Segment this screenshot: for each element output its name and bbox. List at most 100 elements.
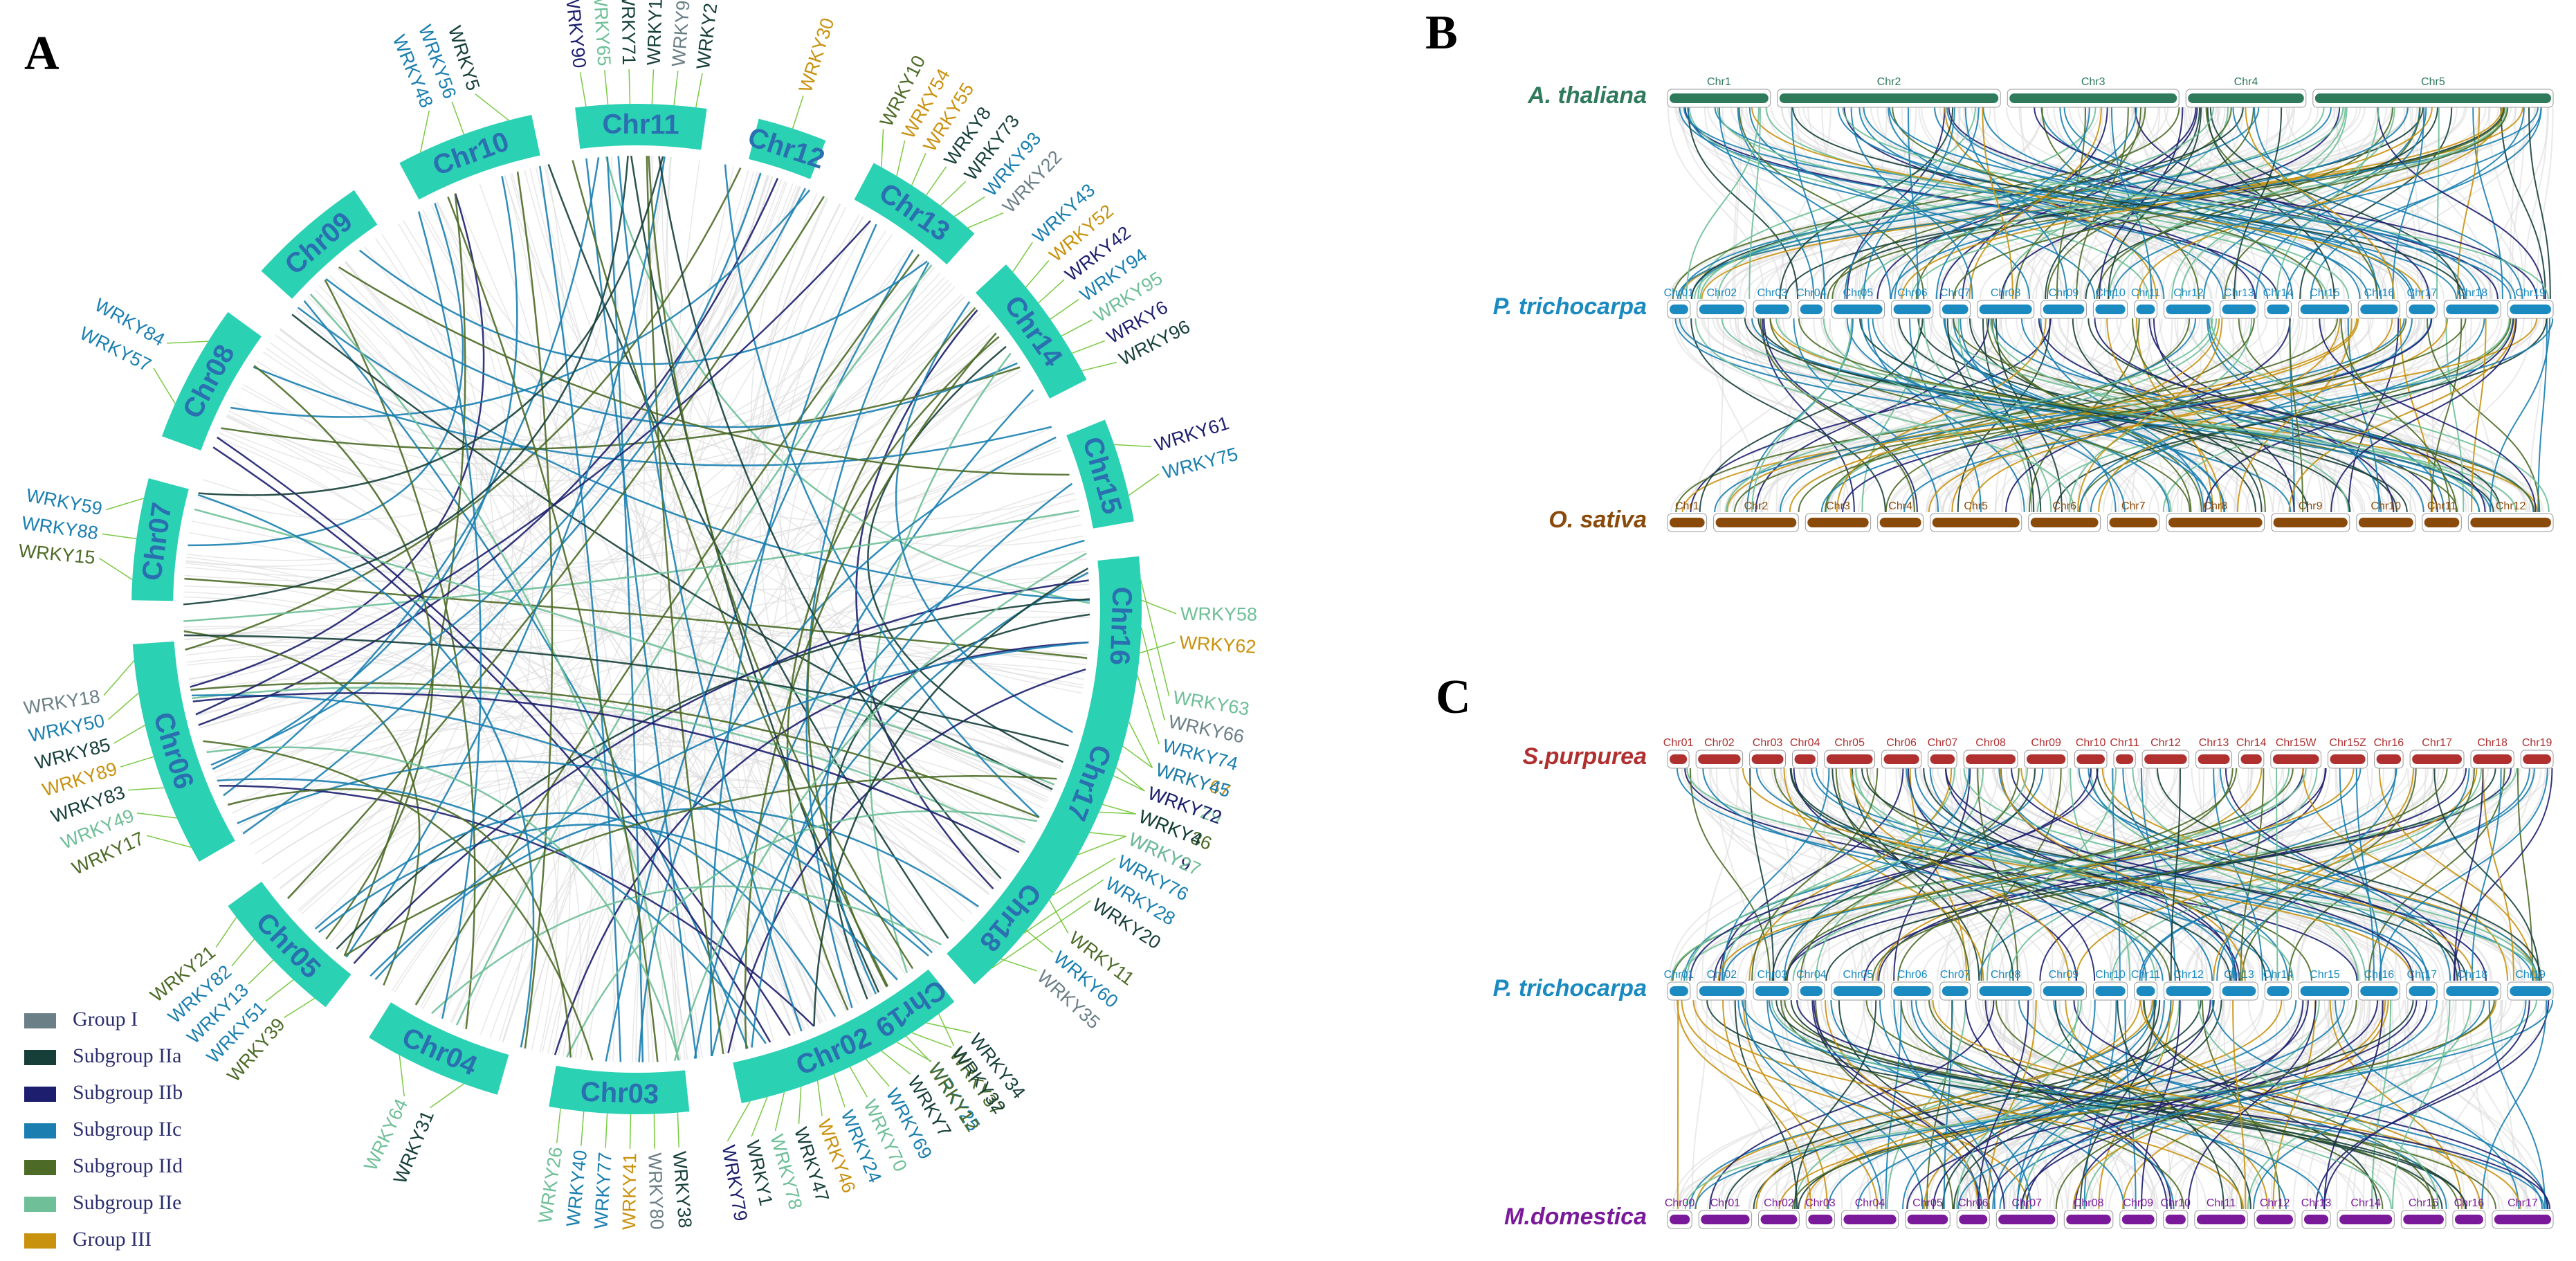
ortholog-link [1737,999,1983,1210]
gene-tick [1140,579,1170,697]
ortholog-link [1670,768,2307,981]
ortholog-link [1717,107,2097,300]
ortholog-link [1998,768,2289,981]
chromosome-label: Chr5 [2421,76,2445,88]
gene-tick [992,900,1091,969]
collinear-link [190,193,485,688]
grey-ribbon [1960,999,2547,1210]
ortholog-link [1686,768,2539,981]
chromosome-label: Chr02 [1704,737,1735,749]
ortholog-link [1769,318,2191,513]
ortholog-link [2232,999,2247,1210]
grey-link [233,276,946,482]
ortholog-link [2377,107,2545,300]
ortholog-link [1861,318,1921,513]
grey-link [184,627,1085,680]
grey-ribbon [1719,318,1725,513]
gene-tick [938,1013,955,1046]
chromosome-label: Chr1 [1675,500,1699,512]
ortholog-link [1977,999,2029,1210]
ortholog-link [2302,768,2508,981]
chromosome-label: Chr08 [1991,969,2021,981]
species-label: P. trichocarpa [1493,293,1647,320]
chromosome-bar [1755,986,1789,996]
ortholog-link [1751,768,1879,981]
grey-ribbon [2298,768,2384,981]
species-track: Chr01 Chr02 Chr03 Chr04 Chr05 Chr06 Chr07 Chr08… [1493,287,2554,320]
ortholog-link [2036,318,2510,513]
chromosome-bar [2494,1215,2551,1224]
grey-link [504,175,1023,456]
collinear-link [369,641,1089,977]
chromosome-bar [2116,754,2134,764]
ortholog-link [1784,107,2505,300]
grey-ribbon [1708,768,1857,981]
legend-swatch [24,1013,56,1028]
ortholog-link [2135,318,2213,513]
chromosome-label: Chr07 [1928,737,1958,749]
grey-link [479,359,1016,1035]
ortholog-link [1811,768,2430,981]
grey-ribbon [1734,318,1975,513]
gene-label: WRKY40 [563,1149,591,1228]
grey-link [266,311,979,471]
species-track: Chr01 Chr02 Chr03 Chr04 Chr05 Chr06 Chr07 Chr08… [1523,737,2554,770]
chromosome-bar [1715,518,1797,527]
ortholog-link [1792,768,2290,981]
chromosome-label: Chr15Z [2329,737,2366,749]
collinear-link [287,196,825,900]
grey-ribbon [2016,318,2373,513]
collinear-link [297,307,1090,601]
grey-ribbon [2083,107,2345,300]
grey-ribbon [1697,768,1876,981]
ortholog-link [1982,107,2013,300]
grey-link [547,746,1044,1054]
chromosome-label: Chr07 [2011,1197,2042,1209]
ortholog-link [1969,318,2393,513]
chromosome-bar [2144,754,2187,764]
collinear-link [194,508,1055,786]
chromosome-label: Chr16 [2364,969,2395,981]
grey-ribbon [1975,999,2007,1210]
ortholog-link [2020,318,2424,513]
grey-link [188,179,782,680]
ortholog-link [1683,107,2458,300]
gene-tick [1049,900,1069,934]
ortholog-link [1964,107,2068,300]
chromosome-label: Chr15 [2409,1197,2439,1209]
collinear-link [217,778,767,1044]
gene-tick [881,129,884,167]
chromosome-label: Chr3 [1826,500,1850,512]
grey-link [402,214,860,414]
chromosome-arc [162,311,262,451]
collinear-link [751,482,1073,1048]
collinear-link [223,157,600,797]
collinear-link [253,365,434,940]
ortholog-link [1842,107,2549,300]
chromosome-label: Chr13 [2199,737,2229,749]
grey-ribbon [1994,999,2112,1210]
ortholog-link [1855,768,2157,981]
chromosome-label: Chr08 [1991,287,2021,299]
ortholog-link [1910,107,2508,300]
grey-link [479,183,644,1062]
ortholog-link [2288,318,2516,513]
chromosome-bar [2470,518,2551,527]
gene-tick [603,70,609,105]
grey-ribbon [2469,999,2490,1210]
gene-tick [1139,641,1176,654]
ortholog-link [2234,107,2283,300]
chromosome-bar [2300,986,2350,996]
chromosome-label: Chr14 [2263,969,2294,981]
chromosome-label: Chr2 [1744,500,1769,512]
ortholog-link [1910,999,2175,1210]
gene-tick [113,725,145,744]
ortholog-link [1846,318,2170,513]
grey-ribbon [1716,768,1754,981]
collinear-link [345,156,666,958]
grey-ribbon [1703,107,1827,300]
chromosome-label: Chr17 [2407,287,2438,299]
grey-link [664,156,802,1032]
ortholog-link [2240,768,2265,981]
ortholog-link [2016,999,2096,1210]
